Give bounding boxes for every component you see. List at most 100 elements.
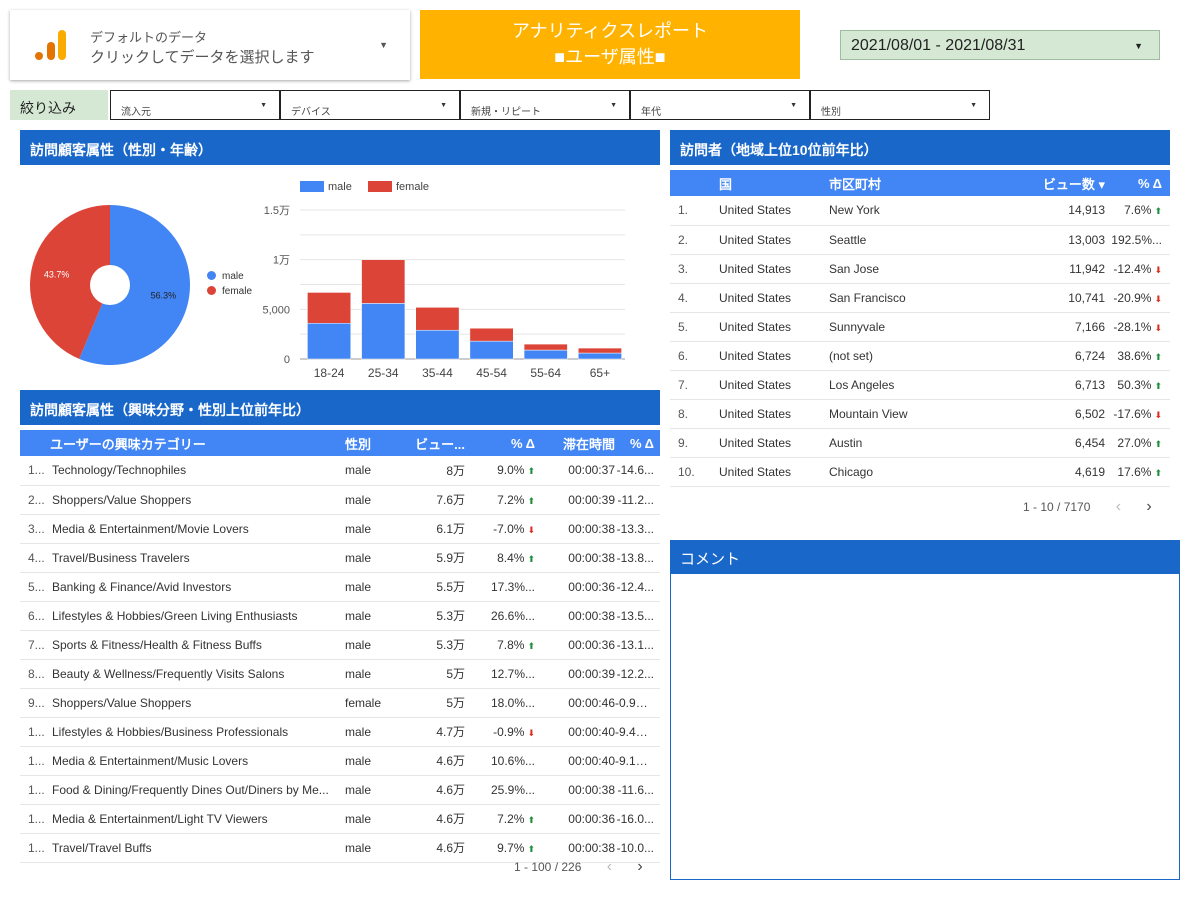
table-row[interactable]: 1... Media & Entertainment/Light TV Viewe… <box>20 804 660 834</box>
col-header-delta[interactable]: % Δ <box>1105 170 1170 196</box>
table-header-row: ユーザーの興味カテゴリー 性別 ビュー... % Δ 滞在時間 % Δ <box>20 430 660 456</box>
table-row[interactable]: 1. United States New York 14,913 7.6% ⬆ <box>670 196 1170 226</box>
table-row[interactable]: 8. United States Mountain View 6,502 -17.6% ⬇ <box>670 399 1170 429</box>
delta-cell: 50.3% ⬆ <box>1105 370 1170 400</box>
table-row[interactable]: 9... Shoppers/Value Shoppers female 5万 18.0%… <box>20 688 660 718</box>
views-delta-cell: 9.7% ⬆ <box>465 833 535 863</box>
views-delta-cell: 25.9%... <box>465 775 535 805</box>
table-row[interactable]: 5. United States Sunnyvale 7,166 -28.1% ⬇ <box>670 312 1170 342</box>
row-rank: 9. <box>670 428 715 458</box>
table-row[interactable]: 4... Travel/Business Travelers male 5.9万 8.4… <box>20 543 660 573</box>
delta-value: 9.7% <box>497 840 525 855</box>
table-row[interactable]: 6... Lifestyles & Hobbies/Green Living En… <box>20 601 660 631</box>
col-header-views-sorted[interactable]: ビュー数 ▾ <box>1005 170 1105 196</box>
table-row[interactable]: 9. United States Austin 6,454 27.0% ⬆ <box>670 428 1170 458</box>
col-header-duration[interactable]: 滞在時間 <box>535 430 615 456</box>
col-header-interest[interactable]: ユーザーの興味カテゴリー <box>50 430 345 456</box>
trend-down-icon: ⬇ <box>527 524 535 535</box>
table-row[interactable]: 10. United States Chicago 4,619 17.6% ⬆ <box>670 457 1170 487</box>
bar-female-55-64[interactable] <box>523 343 568 351</box>
table-row[interactable]: 7. United States Los Angeles 6,713 50.3% ⬆ <box>670 370 1170 400</box>
delta-cell: 7.6% ⬆ <box>1105 196 1170 226</box>
next-page-icon[interactable]: › <box>1146 498 1152 515</box>
trend-up-icon: ⬆ <box>1154 380 1162 391</box>
pie-legend-female: female <box>207 286 252 297</box>
datasource-prompt: クリックしてデータを選択します <box>90 49 315 66</box>
filter-traffic-source[interactable]: 流入元 ▼ <box>110 90 280 120</box>
delta-cell: 17.6% ⬆ <box>1105 457 1170 487</box>
bar-female-65+[interactable] <box>578 347 622 354</box>
datasource-selector[interactable]: デフォルトのデータ クリックしてデータを選択します ▼ <box>10 10 410 80</box>
bar-male-65+[interactable] <box>578 352 622 360</box>
bar-male-55-64[interactable] <box>523 349 568 360</box>
duration-delta-cell: -16.0... <box>615 804 660 834</box>
table-row[interactable]: 1... Lifestyles & Hobbies/Business Profes… <box>20 717 660 747</box>
bar-male-25-34[interactable] <box>361 303 406 360</box>
table-row[interactable]: 1... Media & Entertainment/Music Lovers ma… <box>20 746 660 776</box>
city-cell: San Jose <box>825 254 1005 284</box>
prev-page-icon[interactable]: ‹ <box>606 858 613 875</box>
duration-delta-cell: -11.6... <box>615 775 660 805</box>
bar-male-45-54[interactable] <box>469 340 514 360</box>
col-header-views-delta[interactable]: % Δ <box>465 430 535 456</box>
bar-female-35-44[interactable] <box>415 307 460 331</box>
bar-female-45-54[interactable] <box>469 327 514 342</box>
x-tick-label: 55-64 <box>530 366 561 380</box>
col-header-views[interactable]: ビュー... <box>395 430 465 456</box>
pie-slice-female[interactable] <box>30 205 110 359</box>
filter-gender[interactable]: 性別 ▼ <box>810 90 990 120</box>
comment-body[interactable] <box>670 574 1180 880</box>
views-cell: 11,942 <box>1005 254 1105 284</box>
table-row[interactable]: 1... Travel/Travel Buffs male 4.6万 9.7% ⬆ 00:0… <box>20 833 660 863</box>
col-header-duration-delta[interactable]: % Δ <box>615 430 660 456</box>
duration-cell: 00:00:38 <box>535 601 615 631</box>
views-cell: 6,454 <box>1005 428 1105 458</box>
bar-male-18-24[interactable] <box>307 322 351 360</box>
bar-male-35-44[interactable] <box>415 329 460 360</box>
next-page-icon[interactable]: › <box>637 858 643 875</box>
col-header-gender[interactable]: 性別 <box>345 430 395 456</box>
bar-female-18-24[interactable] <box>307 292 351 324</box>
interest-category: Shoppers/Value Shoppers <box>50 485 345 515</box>
report-title: アナリティクスレポート <box>511 21 709 41</box>
table-row[interactable]: 2. United States Seattle 13,003 192.5%... <box>670 225 1170 255</box>
col-header-rank <box>670 170 715 196</box>
table-row[interactable]: 5... Banking & Finance/Avid Investors male… <box>20 572 660 602</box>
trend-up-icon: ⬆ <box>527 843 535 854</box>
col-header-city[interactable]: 市区町村 <box>825 170 1005 196</box>
chevron-down-icon[interactable]: ▼ <box>379 40 388 50</box>
filter-device[interactable]: デバイス ▼ <box>280 90 460 120</box>
delta-value: 192.5%... <box>1111 232 1162 247</box>
table-row[interactable]: 2... Shoppers/Value Shoppers male 7.6万 7.2% ⬆… <box>20 485 660 515</box>
table-row[interactable]: 1... Food & Dining/Frequently Dines Out/D… <box>20 775 660 805</box>
duration-cell: 00:00:36 <box>535 572 615 602</box>
filter-new-returning[interactable]: 新規・リピート ▼ <box>460 90 630 120</box>
interest-category: Travel/Business Travelers <box>50 543 345 573</box>
date-range-picker[interactable]: 2021/08/01 - 2021/08/31 ▼ <box>840 30 1160 60</box>
table-row[interactable]: 3. United States San Jose 11,942 -12.4% ⬇ <box>670 254 1170 284</box>
table-row[interactable]: 1... Technology/Technophiles male 8万 9.0% ⬆ 00… <box>20 456 660 486</box>
bar-female-25-34[interactable] <box>361 259 406 304</box>
delta-value: -12.4... <box>616 579 654 594</box>
col-header-country[interactable]: 国 <box>715 170 825 196</box>
prev-page-icon[interactable]: ‹ <box>1115 498 1122 515</box>
duration-cell: 00:00:38 <box>535 833 615 863</box>
duration-cell: 00:00:36 <box>535 630 615 660</box>
pie-slice-male[interactable] <box>79 205 190 365</box>
delta-value: -9.4% <box>615 724 647 739</box>
gender-cell: male <box>345 746 395 776</box>
gender-cell: male <box>345 659 395 689</box>
table-row[interactable]: 4. United States San Francisco 10,741 -20.9%… <box>670 283 1170 313</box>
table-row[interactable]: 6. United States (not set) 6,724 38.6% ⬆ <box>670 341 1170 371</box>
views-cell: 5.3万 <box>395 601 465 631</box>
x-tick-label: 45-54 <box>476 366 507 380</box>
row-rank: 4... <box>20 543 50 573</box>
table-row[interactable]: 3... Media & Entertainment/Movie Lovers ma… <box>20 514 660 544</box>
table-row[interactable]: 8... Beauty & Wellness/Frequently Visits … <box>20 659 660 689</box>
filter-age[interactable]: 年代 ▼ <box>630 90 810 120</box>
views-cell: 7.6万 <box>395 485 465 515</box>
views-cell: 4.6万 <box>395 746 465 776</box>
interest-category: Lifestyles & Hobbies/Green Living Enthus… <box>50 601 345 631</box>
legend-swatch-female <box>368 181 392 192</box>
table-row[interactable]: 7... Sports & Fitness/Health & Fitness Bu… <box>20 630 660 660</box>
